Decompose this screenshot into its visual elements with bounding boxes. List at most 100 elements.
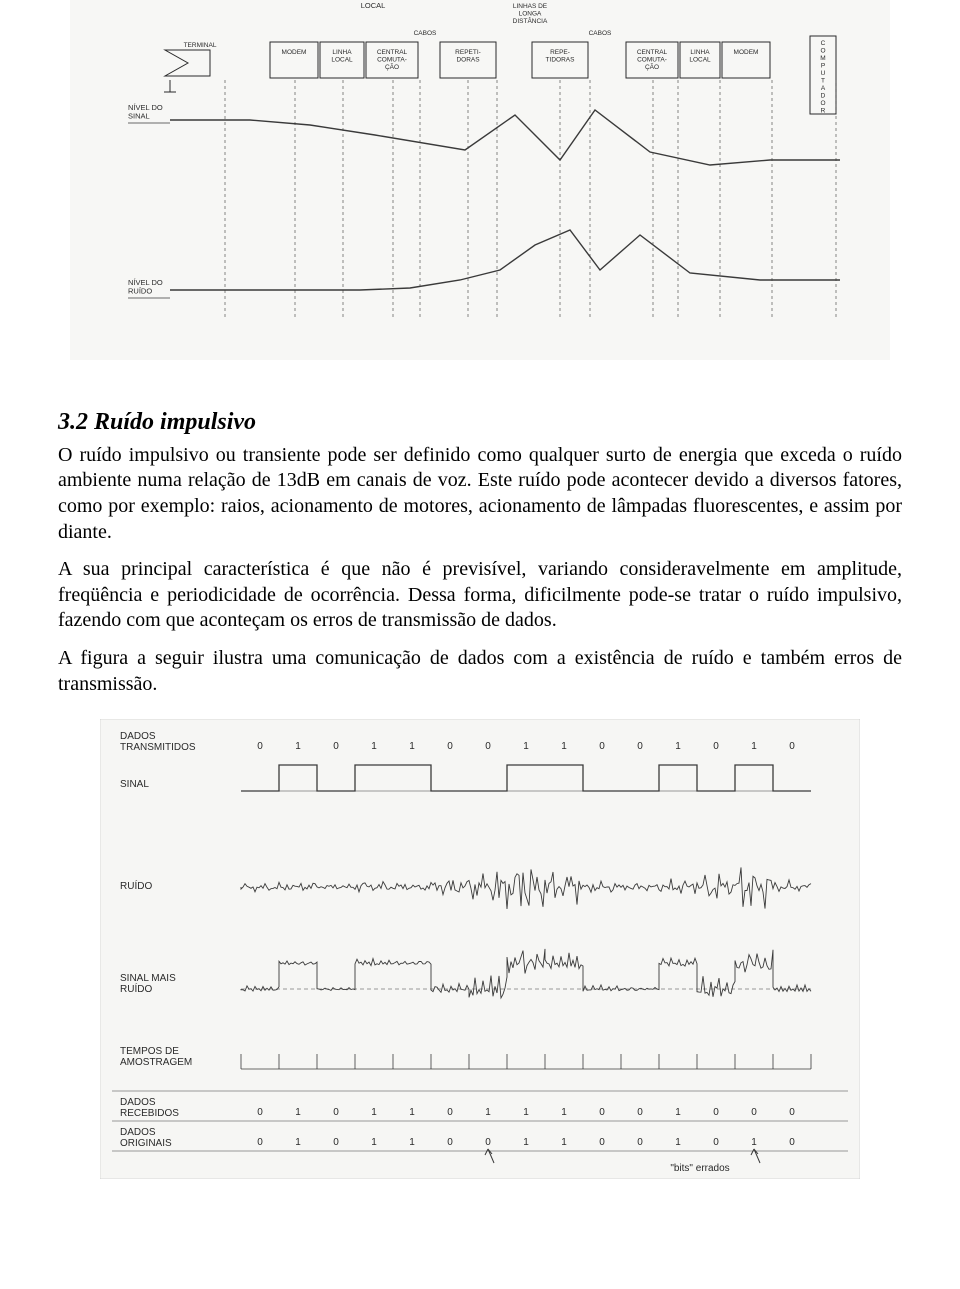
text-body: 3.2 Ruído impulsivo O ruído impulsivo ou… bbox=[0, 360, 960, 697]
svg-text:M: M bbox=[820, 55, 825, 62]
svg-text:RUÍDO: RUÍDO bbox=[120, 879, 152, 892]
svg-text:1: 1 bbox=[295, 1107, 301, 1118]
svg-text:1: 1 bbox=[675, 1107, 681, 1118]
svg-text:MODEM: MODEM bbox=[734, 49, 759, 56]
svg-text:0: 0 bbox=[789, 1107, 795, 1118]
svg-text:U: U bbox=[821, 70, 826, 77]
svg-text:0: 0 bbox=[751, 1107, 757, 1118]
svg-text:0: 0 bbox=[637, 741, 643, 752]
section-heading: 3.2 Ruído impulsivo bbox=[58, 408, 902, 437]
svg-text:TERMINAL: TERMINAL bbox=[184, 42, 217, 49]
svg-text:DISTÂNCIA: DISTÂNCIA bbox=[513, 16, 548, 25]
svg-text:1: 1 bbox=[295, 1137, 301, 1148]
svg-text:C: C bbox=[821, 40, 826, 47]
svg-text:1: 1 bbox=[675, 1137, 681, 1148]
svg-text:CENTRAL: CENTRAL bbox=[637, 49, 668, 56]
svg-text:A: A bbox=[821, 85, 826, 92]
svg-text:ÇÃO: ÇÃO bbox=[385, 62, 399, 71]
svg-text:T: T bbox=[821, 78, 825, 85]
svg-text:1: 1 bbox=[371, 1107, 377, 1118]
svg-text:RECEBIDOS: RECEBIDOS bbox=[120, 1108, 179, 1119]
svg-text:SINAL: SINAL bbox=[128, 112, 150, 121]
svg-text:DADOS: DADOS bbox=[120, 1127, 156, 1138]
svg-text:0: 0 bbox=[333, 741, 339, 752]
paragraph-2: A sua principal característica é que não… bbox=[58, 557, 902, 634]
svg-text:1: 1 bbox=[295, 741, 301, 752]
svg-text:SINAL MAIS: SINAL MAIS bbox=[120, 973, 176, 984]
svg-text:0: 0 bbox=[713, 1107, 719, 1118]
svg-text:0: 0 bbox=[789, 741, 795, 752]
svg-text:1: 1 bbox=[523, 1107, 529, 1118]
svg-text:DADOS: DADOS bbox=[120, 731, 156, 742]
svg-text:0: 0 bbox=[713, 741, 719, 752]
svg-text:0: 0 bbox=[447, 1137, 453, 1148]
paragraph-1: O ruído impulsivo ou transiente pode ser… bbox=[58, 443, 902, 545]
svg-text:1: 1 bbox=[751, 741, 757, 752]
svg-text:ÇÃO: ÇÃO bbox=[645, 62, 659, 71]
svg-text:0: 0 bbox=[447, 1107, 453, 1118]
svg-text:1: 1 bbox=[561, 1137, 567, 1148]
svg-text:1: 1 bbox=[523, 1137, 529, 1148]
svg-text:1: 1 bbox=[675, 741, 681, 752]
svg-text:LOCAL: LOCAL bbox=[331, 57, 353, 64]
svg-text:D: D bbox=[821, 93, 826, 100]
svg-text:0: 0 bbox=[599, 741, 605, 752]
svg-text:CENTRAL: CENTRAL bbox=[377, 49, 408, 56]
svg-text:LINHAS DE: LINHAS DE bbox=[513, 3, 548, 10]
svg-text:AMOSTRAGEM: AMOSTRAGEM bbox=[120, 1057, 192, 1068]
svg-text:COMUTA-: COMUTA- bbox=[637, 57, 667, 64]
signal-level-diagram: LOCAL LINHAS DELONGADISTÂNCIA CABOS CABOS TE… bbox=[70, 0, 890, 360]
svg-text:0: 0 bbox=[789, 1137, 795, 1148]
svg-text:0: 0 bbox=[257, 1107, 263, 1118]
svg-text:R: R bbox=[821, 108, 826, 115]
svg-text:1: 1 bbox=[371, 1137, 377, 1148]
svg-text:0: 0 bbox=[485, 1137, 491, 1148]
svg-text:LOCAL: LOCAL bbox=[689, 57, 711, 64]
svg-text:SINAL: SINAL bbox=[120, 779, 149, 790]
svg-text:0: 0 bbox=[485, 741, 491, 752]
svg-text:TRANSMITIDOS: TRANSMITIDOS bbox=[120, 742, 196, 753]
svg-text:CABOS: CABOS bbox=[589, 30, 612, 37]
svg-text:REPETI-: REPETI- bbox=[455, 49, 481, 56]
svg-text:LONGA: LONGA bbox=[519, 11, 542, 18]
svg-text:0: 0 bbox=[257, 1137, 263, 1148]
svg-text:0: 0 bbox=[257, 741, 263, 752]
svg-text:TIDORAS: TIDORAS bbox=[546, 57, 576, 64]
svg-text:P: P bbox=[821, 63, 825, 70]
svg-text:LINHA: LINHA bbox=[332, 49, 352, 56]
svg-text:0: 0 bbox=[637, 1137, 643, 1148]
svg-text:0: 0 bbox=[333, 1137, 339, 1148]
svg-text:LINHA: LINHA bbox=[690, 49, 710, 56]
svg-text:CABOS: CABOS bbox=[414, 30, 437, 37]
svg-text:ORIGINAIS: ORIGINAIS bbox=[120, 1138, 172, 1149]
svg-text:0: 0 bbox=[637, 1107, 643, 1118]
svg-text:1: 1 bbox=[561, 1107, 567, 1118]
svg-text:0: 0 bbox=[599, 1137, 605, 1148]
svg-text:LOCAL: LOCAL bbox=[361, 1, 386, 10]
svg-text:1: 1 bbox=[751, 1137, 757, 1148]
svg-text:0: 0 bbox=[333, 1107, 339, 1118]
svg-text:1: 1 bbox=[485, 1107, 491, 1118]
svg-text:0: 0 bbox=[599, 1107, 605, 1118]
svg-text:1: 1 bbox=[409, 741, 415, 752]
svg-text:1: 1 bbox=[561, 741, 567, 752]
svg-text:1: 1 bbox=[523, 741, 529, 752]
svg-text:0: 0 bbox=[713, 1137, 719, 1148]
svg-text:RUÍDO: RUÍDO bbox=[120, 982, 152, 995]
svg-text:COMUTA-: COMUTA- bbox=[377, 57, 407, 64]
noise-transmission-diagram: DADOSTRANSMITIDOS010110011001010SINALRUÍ… bbox=[100, 719, 860, 1179]
svg-text:MODEM: MODEM bbox=[282, 49, 307, 56]
svg-text:1: 1 bbox=[371, 741, 377, 752]
svg-text:TEMPOS DE: TEMPOS DE bbox=[120, 1046, 179, 1057]
svg-text:REPE-: REPE- bbox=[550, 49, 570, 56]
svg-text:DADOS: DADOS bbox=[120, 1097, 156, 1108]
svg-text:O: O bbox=[820, 100, 825, 107]
svg-text:1: 1 bbox=[409, 1107, 415, 1118]
svg-text:1: 1 bbox=[409, 1137, 415, 1148]
svg-text:"bits" errados: "bits" errados bbox=[670, 1163, 729, 1174]
svg-text:O: O bbox=[820, 48, 825, 55]
svg-text:RUÍDO: RUÍDO bbox=[128, 287, 152, 296]
paragraph-3: A figura a seguir ilustra uma comunicaçã… bbox=[58, 646, 902, 697]
svg-text:DORAS: DORAS bbox=[456, 57, 480, 64]
svg-text:0: 0 bbox=[447, 741, 453, 752]
